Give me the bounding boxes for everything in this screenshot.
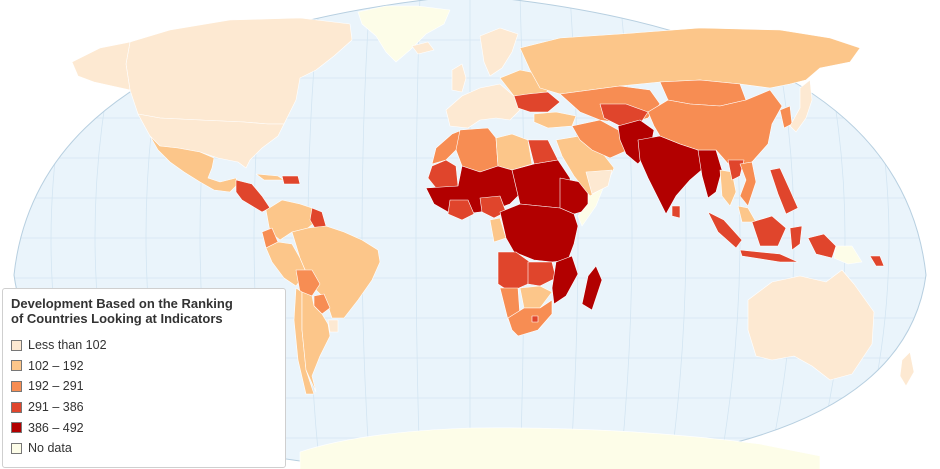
legend-swatch (11, 422, 22, 434)
region-mozambique[interactable] (551, 255, 579, 305)
region-algeria[interactable] (455, 127, 499, 173)
legend-item[interactable]: 192 – 291 (11, 376, 277, 397)
region-mexico[interactable] (149, 135, 239, 193)
region-new-guinea-west[interactable] (807, 233, 837, 259)
region-papua-new-guinea[interactable] (833, 245, 863, 265)
legend-swatch (11, 360, 22, 372)
region-nigeria-region[interactable] (447, 195, 507, 221)
legend-swatch (11, 339, 22, 351)
region-australia[interactable] (747, 269, 875, 381)
legend-swatch (11, 442, 22, 454)
region-borneo[interactable] (751, 215, 787, 247)
region-solomon-islands[interactable] (869, 255, 885, 267)
legend-label: 386 – 492 (28, 420, 84, 435)
legend-label: 102 – 192 (28, 358, 84, 373)
region-uk[interactable] (451, 63, 467, 93)
legend-items: Less than 102 102 – 192 192 – 291 291 – 386… (11, 335, 277, 459)
region-sri-lanka[interactable] (671, 205, 681, 219)
region-madagascar[interactable] (581, 265, 603, 311)
map-legend: Development Based on the Ranking of Coun… (2, 288, 286, 468)
region-balkans-ukraine[interactable] (513, 91, 561, 113)
legend-label: 192 – 291 (28, 379, 84, 394)
region-new-zealand[interactable] (899, 351, 915, 387)
region-botswana[interactable] (519, 285, 553, 309)
region-china[interactable] (647, 89, 783, 167)
legend-item[interactable]: 102 – 192 (11, 356, 277, 377)
region-sulawesi[interactable] (789, 225, 803, 251)
region-haiti[interactable] (281, 175, 301, 185)
region-alaska[interactable] (71, 41, 131, 91)
legend-item[interactable]: 291 – 386 (11, 397, 277, 418)
region-greenland[interactable] (357, 5, 451, 63)
region-antarctica[interactable] (299, 427, 821, 469)
region-paraguay[interactable] (313, 293, 331, 315)
region-argentina[interactable] (301, 291, 331, 393)
legend-title: Development Based on the Ranking of Coun… (11, 296, 233, 326)
region-iran[interactable] (571, 119, 629, 159)
legend-label: No data (28, 441, 72, 456)
region-philippines[interactable] (769, 167, 799, 215)
legend-label: Less than 102 (28, 338, 107, 353)
region-japan[interactable] (789, 79, 813, 133)
region-uruguay[interactable] (327, 319, 339, 333)
legend-item[interactable]: 386 – 492 (11, 417, 277, 438)
legend-swatch (11, 380, 22, 392)
region-laos[interactable] (727, 159, 745, 181)
legend-item[interactable]: Less than 102 (11, 335, 277, 356)
region-iceland[interactable] (411, 41, 435, 55)
region-europe-west[interactable] (445, 83, 521, 129)
region-vietnam[interactable] (739, 161, 757, 207)
legend-label: 291 – 386 (28, 400, 84, 415)
region-sumatra[interactable] (707, 211, 743, 249)
region-scandinavia[interactable] (479, 27, 519, 77)
region-bolivia[interactable] (295, 269, 321, 297)
legend-item[interactable]: No data (11, 438, 277, 459)
legend-swatch (11, 401, 22, 413)
region-south-africa[interactable] (507, 299, 553, 337)
region-java[interactable] (739, 249, 799, 263)
region-libya[interactable] (495, 133, 533, 171)
region-zambia[interactable] (527, 261, 557, 287)
region-gulf-states[interactable] (585, 169, 613, 195)
region-lesotho[interactable] (531, 315, 539, 323)
region-central-america[interactable] (235, 179, 271, 213)
